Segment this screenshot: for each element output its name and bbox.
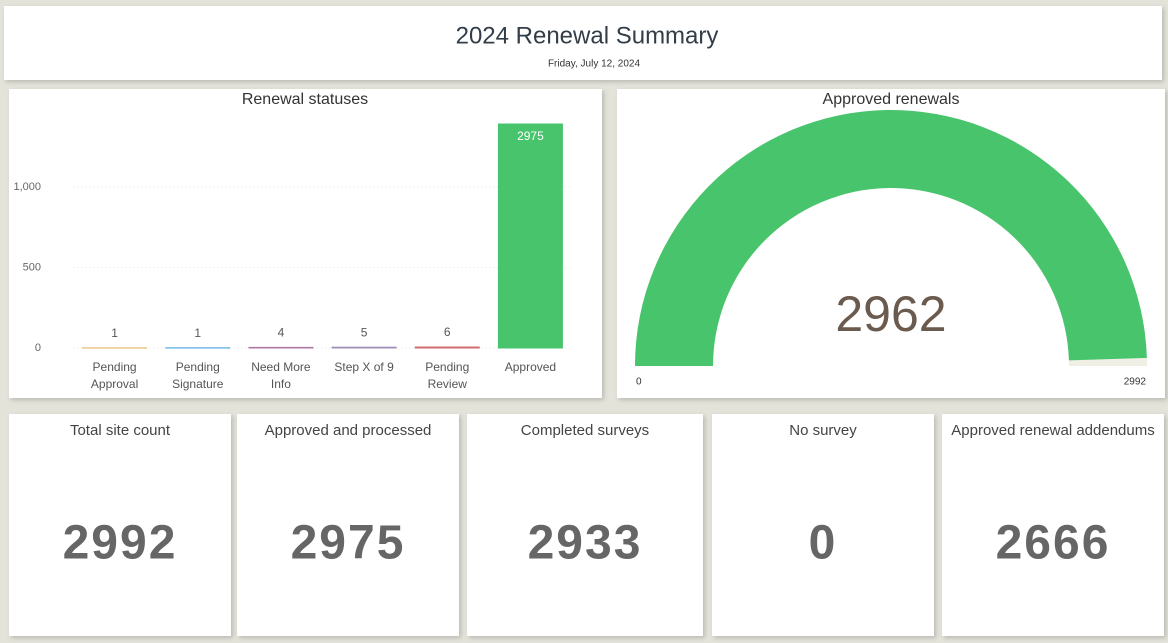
card-title: Total site count bbox=[70, 422, 171, 439]
value-label: 5 bbox=[361, 325, 368, 339]
chart-title: Approved renewals bbox=[823, 91, 960, 108]
x-tick-label: Pending Review bbox=[425, 360, 470, 391]
value-label: 2975 bbox=[517, 129, 544, 143]
card bbox=[942, 414, 1164, 636]
value-label: 6 bbox=[444, 325, 451, 339]
card-title: Approved renewal addendums bbox=[951, 422, 1154, 439]
y-tick-label: 0 bbox=[35, 342, 41, 354]
x-tick-label: Pending Signature bbox=[172, 360, 224, 391]
card-value: 2992 bbox=[63, 517, 178, 570]
card-title: No survey bbox=[789, 422, 857, 439]
card-title: Approved and processed bbox=[265, 422, 432, 439]
value-label: 4 bbox=[278, 326, 285, 340]
x-tick-label: Approved bbox=[504, 360, 557, 374]
card-title: Completed surveys bbox=[521, 422, 649, 439]
y-tick-label: 500 bbox=[23, 261, 41, 273]
card-value: 2933 bbox=[528, 517, 643, 570]
x-tick-label: Step X of 9 bbox=[334, 360, 394, 374]
bar bbox=[248, 346, 314, 349]
card-value: 2975 bbox=[291, 517, 406, 570]
y-tick-label: 1,000 bbox=[13, 181, 41, 193]
gauge-value bbox=[635, 109, 1147, 367]
card bbox=[237, 414, 459, 636]
gauge-value-label: 2962 bbox=[835, 286, 946, 342]
value-label: 1 bbox=[111, 326, 118, 340]
card-value: 2666 bbox=[996, 517, 1111, 570]
value-label: 1 bbox=[194, 326, 201, 340]
bar bbox=[414, 346, 480, 349]
header-panel bbox=[4, 6, 1162, 80]
gauge-max-label: 2992 bbox=[1124, 377, 1147, 388]
chart-title: Renewal statuses bbox=[242, 91, 368, 108]
x-tick-label: Need More Info bbox=[251, 360, 311, 391]
bar bbox=[497, 123, 563, 349]
card-value: 0 bbox=[809, 517, 838, 570]
page-date: Friday, July 12, 2024 bbox=[548, 59, 641, 70]
card bbox=[467, 414, 703, 636]
card bbox=[712, 414, 934, 636]
gauge-min-label: 0 bbox=[636, 377, 642, 388]
page-title: 2024 Renewal Summary bbox=[456, 22, 719, 49]
card bbox=[9, 414, 231, 636]
x-tick-label: Pending Approval bbox=[90, 360, 139, 391]
bar bbox=[331, 346, 397, 349]
